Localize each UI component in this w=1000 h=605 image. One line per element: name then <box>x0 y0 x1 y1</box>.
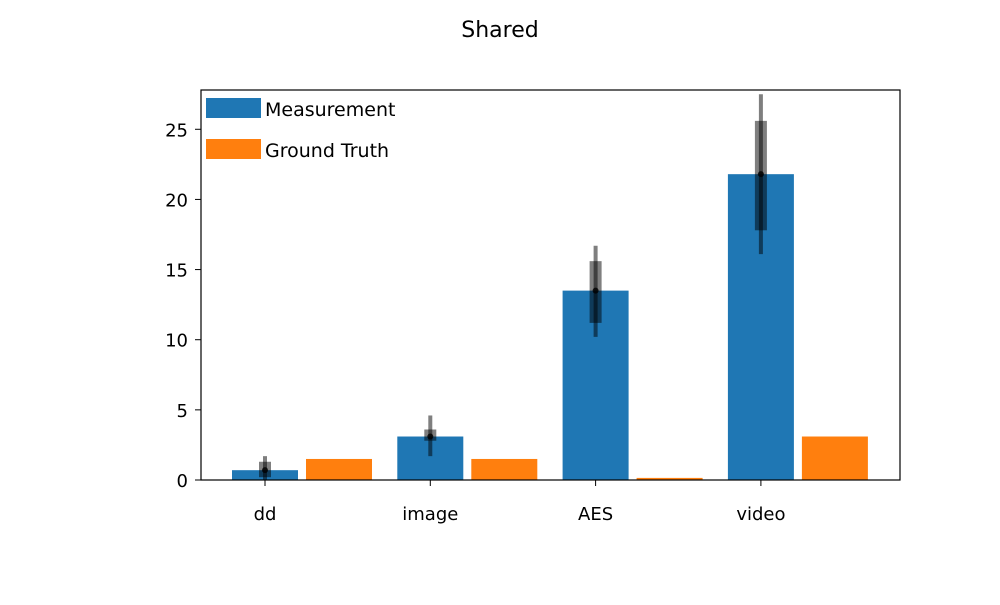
bar-ground-truth-dd <box>306 458 372 480</box>
error-indicator-video <box>754 94 767 255</box>
x-tick-label: video <box>736 504 785 525</box>
y-tick-label: 20 <box>165 190 188 211</box>
error-center-point <box>592 287 599 294</box>
y-tick-label: 5 <box>177 401 188 422</box>
error-indicator-dd <box>259 456 271 480</box>
x-tick-label: image <box>402 504 458 525</box>
x-tick-label: dd <box>254 504 277 525</box>
error-center-point <box>427 433 434 440</box>
axes-ticks: 0 5 10 15 20 25 dd image AES video <box>165 120 785 525</box>
y-tick-label: 0 <box>177 471 188 492</box>
plot-area <box>232 94 868 480</box>
bar-ground-truth-aes <box>636 477 703 480</box>
chart-title: Shared <box>461 18 538 43</box>
x-tick-label: AES <box>578 504 613 525</box>
y-tick-label: 25 <box>165 120 188 141</box>
y-tick-label: 10 <box>165 331 188 352</box>
error-indicator-aes <box>589 245 602 337</box>
bar-ground-truth-image <box>471 458 538 480</box>
axes-frame <box>200 89 901 481</box>
error-indicator-image <box>424 415 437 457</box>
bar-ground-truth-video <box>801 436 868 480</box>
legend-swatch-ground-truth <box>206 139 261 159</box>
error-center-point <box>757 171 764 178</box>
legend: Measurement Ground Truth <box>206 98 395 162</box>
legend-label-ground-truth: Ground Truth <box>265 140 389 162</box>
y-tick-label: 15 <box>165 261 188 282</box>
legend-label-measurement: Measurement <box>265 99 395 121</box>
error-center-point <box>262 467 268 474</box>
legend-swatch-measurement <box>206 98 261 118</box>
